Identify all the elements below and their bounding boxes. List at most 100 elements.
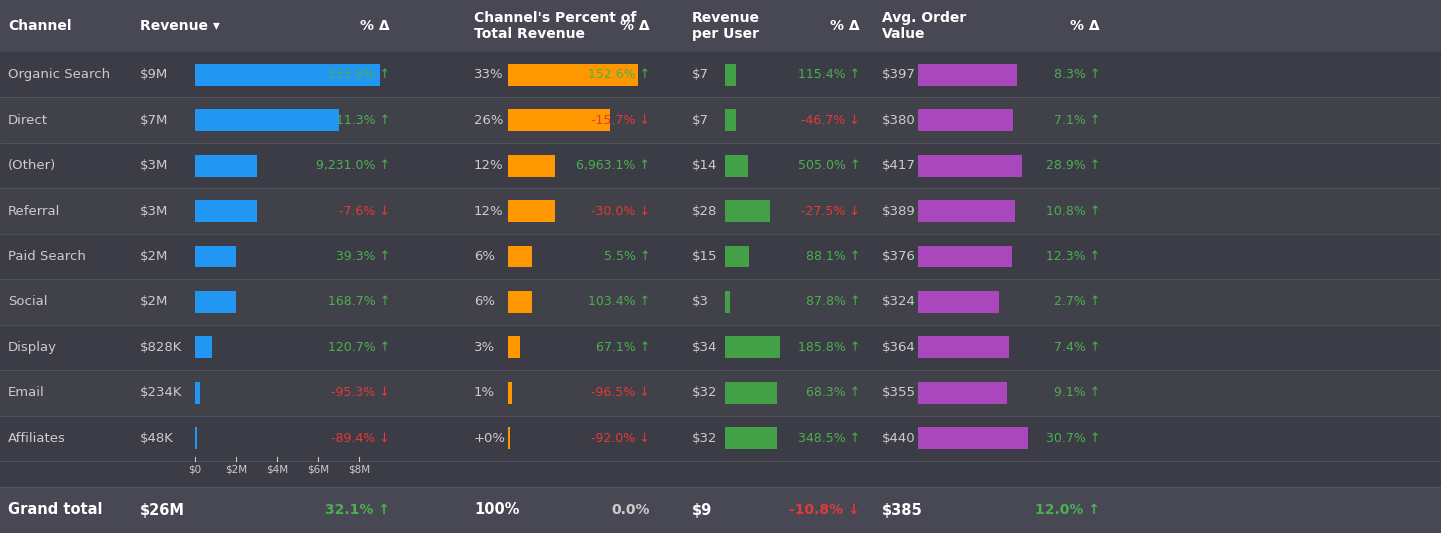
Text: $417: $417 bbox=[882, 159, 916, 172]
Text: $389: $389 bbox=[882, 205, 915, 217]
Text: 30.7% ↑: 30.7% ↑ bbox=[1046, 432, 1099, 445]
Text: 233.6% ↑: 233.6% ↑ bbox=[329, 68, 391, 81]
Text: $32: $32 bbox=[692, 386, 718, 399]
Bar bbox=[0, 98, 1441, 143]
Text: 152.6% ↑: 152.6% ↑ bbox=[588, 68, 650, 81]
Bar bbox=[918, 200, 1016, 222]
Text: $355: $355 bbox=[882, 386, 916, 399]
Text: 8.3% ↑: 8.3% ↑ bbox=[1053, 68, 1099, 81]
Bar bbox=[725, 427, 777, 449]
Text: $828K: $828K bbox=[140, 341, 183, 354]
Bar bbox=[509, 200, 555, 222]
Text: Grand total: Grand total bbox=[9, 503, 102, 518]
Bar bbox=[918, 427, 1027, 449]
Text: Referral: Referral bbox=[9, 205, 61, 217]
Text: 2.7% ↑: 2.7% ↑ bbox=[1053, 295, 1099, 309]
Text: 67.1% ↑: 67.1% ↑ bbox=[595, 341, 650, 354]
Text: 3%: 3% bbox=[474, 341, 496, 354]
Bar bbox=[195, 382, 200, 403]
Text: $3: $3 bbox=[692, 295, 709, 309]
Text: $14: $14 bbox=[692, 159, 718, 172]
Text: 168.7% ↑: 168.7% ↑ bbox=[327, 295, 391, 309]
Text: 26%: 26% bbox=[474, 114, 503, 127]
Bar bbox=[918, 155, 1022, 176]
Text: Revenue
per User: Revenue per User bbox=[692, 11, 759, 42]
Text: $3M: $3M bbox=[140, 205, 169, 217]
Bar bbox=[509, 155, 555, 176]
Text: Direct: Direct bbox=[9, 114, 48, 127]
Text: 100%: 100% bbox=[474, 503, 520, 518]
Text: 7.4% ↑: 7.4% ↑ bbox=[1053, 341, 1099, 354]
Text: -27.5% ↓: -27.5% ↓ bbox=[801, 205, 860, 217]
Text: Organic Search: Organic Search bbox=[9, 68, 110, 81]
Text: 9.1% ↑: 9.1% ↑ bbox=[1053, 386, 1099, 399]
Text: 87.8% ↑: 87.8% ↑ bbox=[806, 295, 860, 309]
Text: $7: $7 bbox=[692, 68, 709, 81]
Text: 32.1% ↑: 32.1% ↑ bbox=[326, 503, 391, 517]
Text: $324: $324 bbox=[882, 295, 916, 309]
Text: 11.3% ↑: 11.3% ↑ bbox=[336, 114, 391, 127]
Text: -95.3% ↓: -95.3% ↓ bbox=[331, 386, 391, 399]
Text: $364: $364 bbox=[882, 341, 915, 354]
Bar bbox=[195, 291, 236, 313]
Text: -7.6% ↓: -7.6% ↓ bbox=[339, 205, 391, 217]
Bar bbox=[509, 382, 512, 403]
Text: Channel's Percent of
Total Revenue: Channel's Percent of Total Revenue bbox=[474, 11, 637, 42]
Text: (Other): (Other) bbox=[9, 159, 56, 172]
Text: 6%: 6% bbox=[474, 250, 496, 263]
Text: Email: Email bbox=[9, 386, 45, 399]
Text: 9,231.0% ↑: 9,231.0% ↑ bbox=[316, 159, 391, 172]
Text: 33%: 33% bbox=[474, 68, 503, 81]
Bar bbox=[195, 155, 256, 176]
Bar bbox=[725, 336, 780, 358]
Text: % Δ: % Δ bbox=[621, 19, 650, 33]
Text: % Δ: % Δ bbox=[1071, 19, 1099, 33]
Bar bbox=[918, 382, 1007, 403]
Bar bbox=[0, 279, 1441, 325]
Bar bbox=[0, 416, 1441, 461]
Text: -15.7% ↓: -15.7% ↓ bbox=[591, 114, 650, 127]
Bar bbox=[0, 143, 1441, 188]
Bar bbox=[509, 109, 611, 131]
Text: 12%: 12% bbox=[474, 159, 503, 172]
Text: 10.8% ↑: 10.8% ↑ bbox=[1046, 205, 1099, 217]
Text: $2M: $2M bbox=[140, 250, 169, 263]
Text: -96.5% ↓: -96.5% ↓ bbox=[591, 386, 650, 399]
Text: 103.4% ↑: 103.4% ↑ bbox=[588, 295, 650, 309]
Bar bbox=[725, 64, 736, 86]
Text: $9: $9 bbox=[692, 503, 712, 518]
Text: $15: $15 bbox=[692, 250, 718, 263]
Text: $3M: $3M bbox=[140, 159, 169, 172]
Bar bbox=[725, 200, 771, 222]
Text: Revenue ▾: Revenue ▾ bbox=[140, 19, 220, 33]
Text: 12.0% ↑: 12.0% ↑ bbox=[1035, 503, 1099, 517]
Text: % Δ: % Δ bbox=[360, 19, 391, 33]
Text: 7.1% ↑: 7.1% ↑ bbox=[1053, 114, 1099, 127]
Text: $2M: $2M bbox=[140, 295, 169, 309]
Text: 88.1% ↑: 88.1% ↑ bbox=[806, 250, 860, 263]
Text: $6M: $6M bbox=[307, 465, 330, 475]
Text: $4M: $4M bbox=[267, 465, 288, 475]
Bar bbox=[918, 291, 999, 313]
Text: 5.5% ↑: 5.5% ↑ bbox=[604, 250, 650, 263]
Text: 6%: 6% bbox=[474, 295, 496, 309]
Bar bbox=[509, 336, 520, 358]
Bar bbox=[725, 291, 729, 313]
Text: $48K: $48K bbox=[140, 432, 174, 445]
Text: 505.0% ↑: 505.0% ↑ bbox=[797, 159, 860, 172]
Bar bbox=[725, 246, 749, 268]
Text: $0: $0 bbox=[189, 465, 202, 475]
Text: $9M: $9M bbox=[140, 68, 169, 81]
Bar bbox=[0, 325, 1441, 370]
Bar bbox=[509, 427, 510, 449]
Text: Avg. Order
Value: Avg. Order Value bbox=[882, 11, 967, 42]
Bar bbox=[195, 246, 236, 268]
Text: Channel: Channel bbox=[9, 19, 72, 33]
Text: Social: Social bbox=[9, 295, 48, 309]
Text: -92.0% ↓: -92.0% ↓ bbox=[591, 432, 650, 445]
Text: $385: $385 bbox=[882, 503, 922, 518]
Text: 1%: 1% bbox=[474, 386, 496, 399]
Bar bbox=[918, 246, 1012, 268]
Bar bbox=[0, 370, 1441, 416]
Text: Paid Search: Paid Search bbox=[9, 250, 86, 263]
